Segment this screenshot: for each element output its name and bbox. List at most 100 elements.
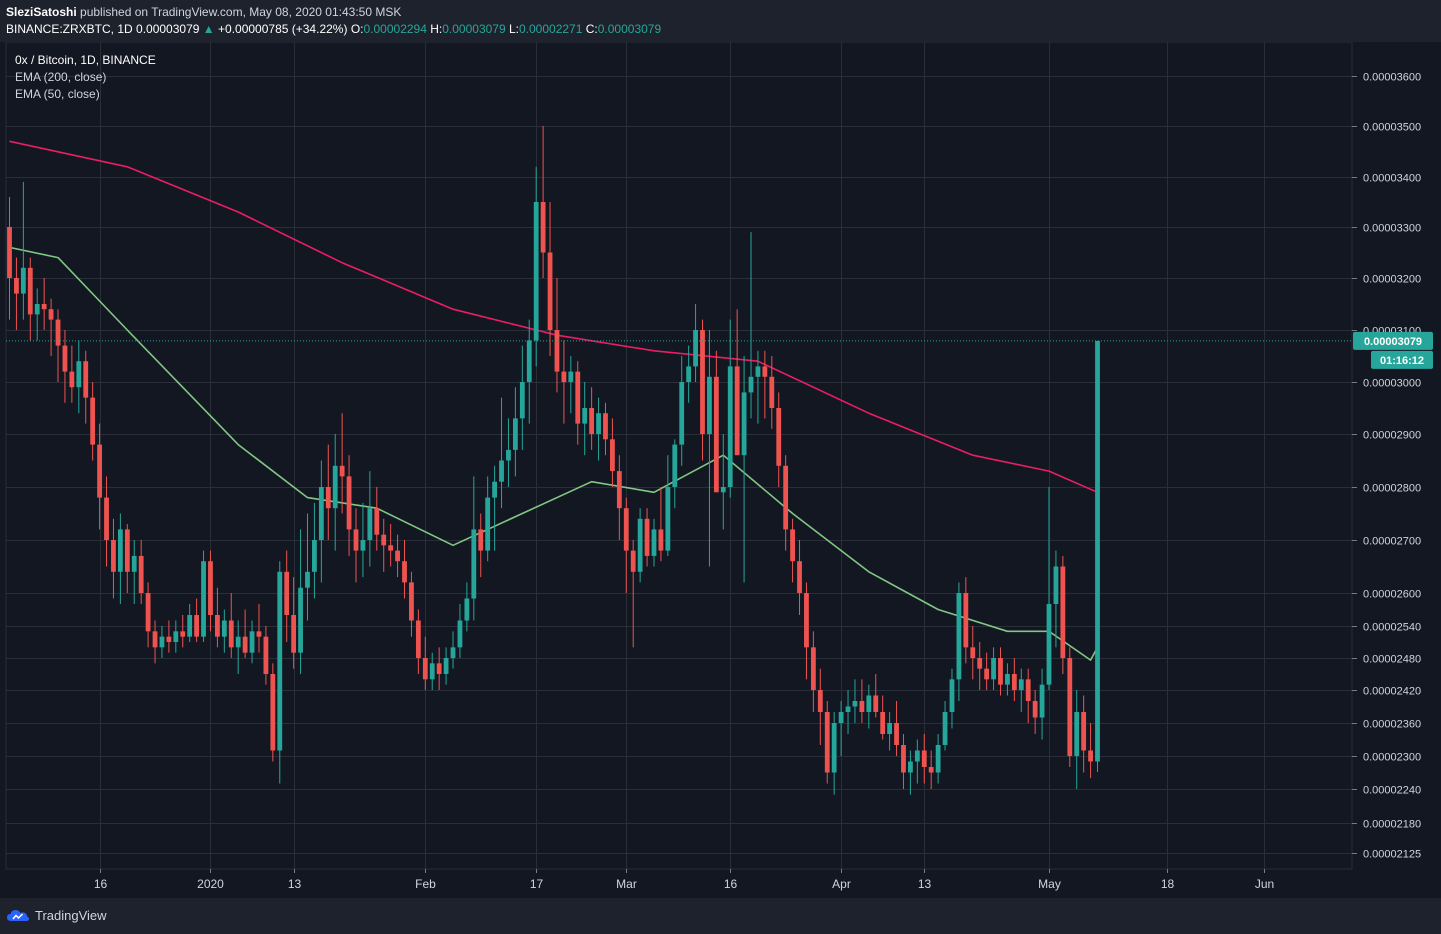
- candle-body: [339, 465, 345, 477]
- up-arrow-icon: ▲: [202, 22, 215, 36]
- candle-body: [471, 529, 477, 599]
- candle-body: [48, 309, 54, 320]
- publish-header: SleziSatoshi published on TradingView.co…: [0, 0, 1441, 42]
- last-price-tag: [1353, 331, 1433, 350]
- candle-body: [464, 598, 470, 621]
- candle-body: [388, 545, 394, 551]
- candle: [450, 631, 456, 669]
- candle: [104, 476, 109, 567]
- candle: [838, 701, 844, 756]
- price-chart[interactable]: 0.00002125 0.00002180 0.00002240 0.00002300…: [0, 42, 1441, 898]
- candle-body: [901, 745, 906, 773]
- legend-ema200[interactable]: EMA (200, close): [15, 70, 107, 84]
- price-axis[interactable]: 0.00002125 0.00002180 0.00002240 0.00002300…: [1352, 72, 1421, 861]
- candle-body: [409, 582, 414, 621]
- candle: [228, 593, 234, 658]
- symbol-label: BINANCE:ZRXBTC, 1D: [6, 22, 133, 36]
- legend-ema50[interactable]: EMA (50, close): [15, 87, 100, 101]
- candle-body: [616, 471, 622, 509]
- candle: [755, 350, 761, 424]
- candle: [55, 309, 61, 382]
- countdown-tag: [1371, 350, 1433, 369]
- candle-body: [305, 571, 310, 588]
- candle: [783, 455, 789, 551]
- candle: [27, 257, 33, 341]
- candle: [436, 647, 442, 690]
- candle-body: [1032, 701, 1038, 718]
- candle: [519, 345, 525, 450]
- candle-body: [914, 750, 920, 762]
- candle: [810, 631, 816, 712]
- candle-body: [1025, 679, 1031, 701]
- candle: [1074, 690, 1080, 789]
- candle: [402, 540, 407, 599]
- candle-body: [506, 449, 511, 461]
- candle: [208, 550, 213, 632]
- candle-body: [187, 615, 193, 637]
- candle: [547, 202, 553, 356]
- last-price-text: 0.00003079: [1364, 336, 1422, 348]
- candle-body: [838, 712, 844, 723]
- last-price-label: 0.00003079 01:16:12: [1353, 331, 1433, 369]
- candle-body: [1074, 712, 1080, 756]
- candle-body: [242, 636, 248, 653]
- x-tick-label: May: [1038, 877, 1061, 891]
- candle-body: [949, 679, 955, 712]
- candle: [804, 582, 809, 680]
- ema-50-line: [9, 246, 1099, 661]
- candle-body: [686, 366, 692, 382]
- author-name[interactable]: SleziSatoshi: [6, 5, 77, 19]
- candle-body: [783, 465, 789, 530]
- candle-body: [651, 529, 657, 556]
- candle: [762, 350, 768, 419]
- candle-body: [346, 476, 352, 530]
- candle: [568, 356, 574, 414]
- y-tick-label: 0.00002700: [1363, 536, 1421, 548]
- y-tick-label: 0.00003500: [1363, 122, 1421, 134]
- candle: [7, 197, 12, 320]
- y-tick-label: 0.00002420: [1363, 686, 1421, 698]
- candle: [901, 734, 906, 789]
- candle: [83, 350, 89, 424]
- candle-body: [776, 408, 782, 466]
- candle-body: [402, 561, 407, 583]
- candle: [339, 413, 345, 514]
- candle: [1067, 647, 1073, 767]
- candle-body: [1005, 674, 1010, 685]
- candle: [187, 604, 193, 642]
- close-label: C:: [585, 22, 598, 36]
- candle-body: [672, 444, 678, 487]
- y-tick-label: 0.00003600: [1363, 72, 1421, 84]
- candle: [1018, 668, 1024, 712]
- y-tick-label: 0.00002360: [1363, 719, 1421, 731]
- candle: [914, 739, 920, 784]
- candle-body: [395, 550, 400, 562]
- candle: [554, 278, 560, 393]
- candle-body: [152, 631, 158, 648]
- candle-body: [436, 663, 442, 674]
- candle: [111, 518, 116, 599]
- candle-body: [318, 487, 324, 540]
- candle: [346, 455, 352, 556]
- candle-body: [312, 540, 317, 572]
- candle: [97, 423, 102, 530]
- candle: [138, 540, 144, 604]
- time-axis[interactable]: 16 2020 13 Feb 17 Mar 16 Apr 13 May 18 Jun: [94, 869, 1274, 891]
- candle-body: [935, 745, 941, 773]
- candle-body: [984, 668, 990, 680]
- candle: [388, 524, 394, 567]
- candle-body: [942, 712, 948, 745]
- candle: [443, 647, 449, 685]
- candle: [880, 695, 886, 740]
- candle-body: [970, 647, 976, 658]
- tradingview-logo[interactable]: TradingView: [6, 907, 107, 923]
- candle-body: [762, 366, 768, 377]
- candle-body: [443, 658, 449, 674]
- candle-body: [27, 267, 33, 315]
- candle-body: [131, 555, 137, 572]
- candle: [180, 615, 186, 648]
- candle: [131, 540, 137, 604]
- candle-body: [1060, 566, 1066, 658]
- x-tick-label: 18: [1161, 877, 1175, 891]
- candle: [415, 609, 421, 674]
